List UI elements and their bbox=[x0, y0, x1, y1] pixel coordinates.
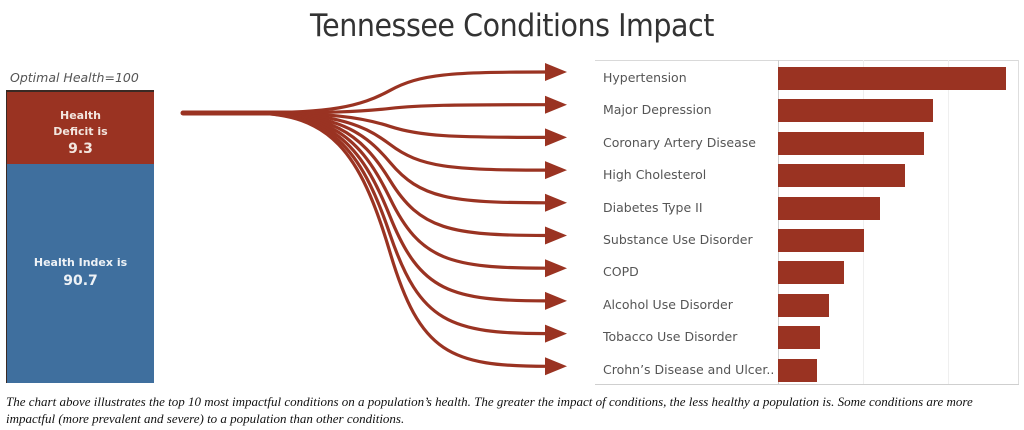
bar-label: Substance Use Disorder bbox=[603, 232, 753, 247]
chart-title: Tennessee Conditions Impact bbox=[310, 8, 714, 44]
bar-row: Diabetes Type II bbox=[595, 192, 1019, 224]
bar-label: Diabetes Type II bbox=[603, 199, 703, 215]
bar-label: Crohn’s Disease and Ulcer.. bbox=[603, 361, 775, 377]
bar-row: Substance Use Disorder bbox=[595, 224, 1019, 256]
bar-row: Major Depression bbox=[595, 94, 1019, 126]
bar-label: Alcohol Use Disorder bbox=[603, 296, 733, 312]
optimal-health-label: Optimal Health=100 bbox=[10, 70, 139, 85]
arrowhead-icon bbox=[545, 161, 567, 180]
arrowhead-icon bbox=[545, 193, 567, 212]
bar bbox=[778, 358, 818, 382]
arrow-line bbox=[249, 103, 548, 115]
bar bbox=[778, 164, 905, 188]
bar bbox=[778, 261, 845, 285]
bar-row: Crohn’s Disease and Ulcer.. bbox=[595, 354, 1019, 386]
index-label: Health Index is bbox=[33, 256, 128, 269]
index-value: 90.7 bbox=[63, 273, 98, 289]
arrow-line bbox=[249, 111, 548, 303]
bar-row: High Cholesterol bbox=[595, 159, 1019, 191]
arrowhead-icon bbox=[545, 291, 567, 310]
y-axis-line bbox=[778, 60, 779, 384]
arrow-line bbox=[249, 111, 548, 139]
arrowhead-icon bbox=[545, 63, 567, 81]
bar-label: COPD bbox=[603, 264, 639, 280]
bar bbox=[778, 229, 864, 252]
bar-row: Alcohol Use Disorder bbox=[595, 289, 1019, 321]
bar-label: Tobacco Use Disorder bbox=[603, 329, 738, 345]
arrowhead-icon bbox=[545, 259, 567, 278]
bar-row: COPD bbox=[595, 256, 1019, 288]
bar bbox=[778, 131, 925, 155]
bar bbox=[778, 196, 881, 220]
arrowhead-icon bbox=[545, 128, 567, 147]
arrowhead-icon bbox=[545, 226, 567, 245]
arrowhead-icon bbox=[545, 357, 567, 376]
deficit-value: 9.3 bbox=[68, 141, 93, 157]
bar-row: Hypertension bbox=[595, 62, 1019, 94]
bar-label: High Cholesterol bbox=[603, 167, 707, 183]
gridline bbox=[948, 60, 950, 384]
gridline bbox=[863, 60, 865, 384]
deficit-label-line2: Deficit is bbox=[53, 125, 108, 138]
chart-caption: The chart above illustrates the top 10 m… bbox=[6, 394, 973, 426]
arrow-line bbox=[249, 111, 548, 205]
conditions-chart-frame bbox=[595, 60, 1019, 385]
health-index-stacked-bar: Health Deficit is 9.3 Health Index is 90… bbox=[6, 90, 154, 383]
bar bbox=[778, 326, 820, 350]
bar-label: Hypertension bbox=[603, 70, 687, 85]
chart-right-border bbox=[1018, 60, 1019, 384]
arrow-line bbox=[249, 111, 548, 172]
arrowhead-icon bbox=[545, 324, 567, 343]
deficit-label-line1: Health bbox=[60, 109, 101, 122]
arrowhead-icon bbox=[545, 95, 567, 114]
bar-row: Coronary Artery Disease bbox=[595, 127, 1019, 159]
health-deficit-segment: Health Deficit is 9.3 bbox=[7, 92, 154, 164]
bar-label: Coronary Artery Disease bbox=[603, 134, 756, 150]
bar-row: Tobacco Use Disorder bbox=[595, 321, 1019, 353]
arrow-line bbox=[249, 111, 548, 368]
bar bbox=[778, 67, 1007, 90]
bar bbox=[778, 99, 933, 123]
bar-label: Major Depression bbox=[603, 102, 712, 118]
health-index-segment: Health Index is 90.7 bbox=[7, 164, 154, 383]
bar bbox=[778, 293, 830, 317]
